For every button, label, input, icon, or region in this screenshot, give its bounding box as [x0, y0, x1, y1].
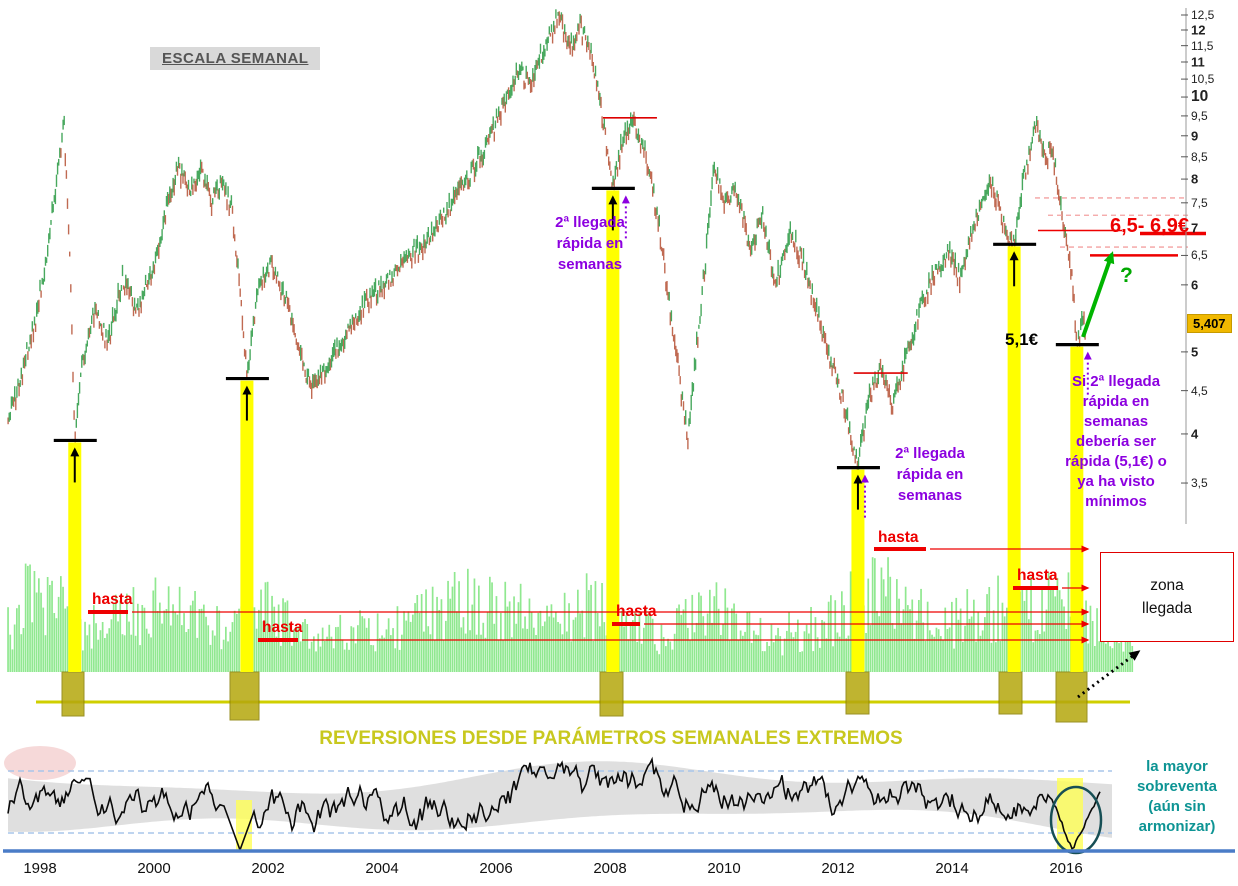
- annotation-second-arrival-2016: Si 2ª llegada rápida en semanas debería …: [1065, 373, 1167, 510]
- annotation-second-arrival-2012: 2ª llegada rápida en semanas: [895, 445, 965, 504]
- target-zone-label: 6,5- 6,9€: [1110, 215, 1189, 237]
- annotation-second-arrival-2008: 2ª llegada rápida en semanas: [555, 214, 625, 273]
- scale-label: ESCALA SEMANAL: [150, 47, 321, 70]
- reversals-title: REVERSIONES DESDE PARÁMETROS SEMANALES E…: [319, 728, 903, 749]
- arrival-zone-box: zona llegada: [1100, 552, 1234, 642]
- current-price-badge: 5,407: [1187, 314, 1232, 333]
- oversold-note: la mayor sobreventa (aún sin armonizar): [1136, 758, 1218, 835]
- low-price-label: 5,1€: [1005, 330, 1039, 349]
- question-mark-label: ?: [1120, 264, 1133, 287]
